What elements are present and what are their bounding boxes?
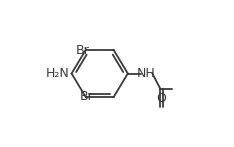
Text: O: O: [157, 92, 166, 105]
Text: NH: NH: [136, 67, 155, 80]
Text: Br: Br: [76, 44, 90, 56]
Text: H₂N: H₂N: [46, 67, 69, 80]
Text: Br: Br: [80, 91, 93, 103]
